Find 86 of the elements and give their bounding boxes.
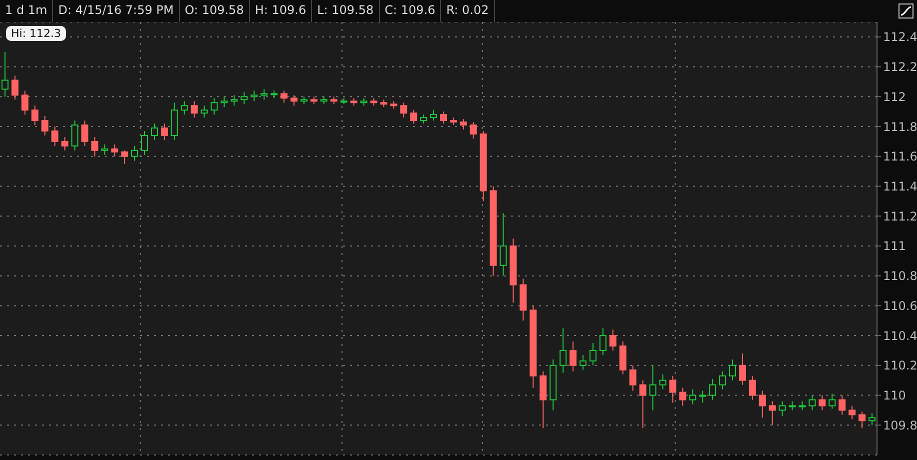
- candlestick: [91, 136, 98, 157]
- y-tick-label: 112: [883, 90, 906, 104]
- candlestick: [230, 94, 238, 106]
- candlestick: [260, 88, 268, 100]
- candlestick: [111, 144, 118, 157]
- candlestick: [131, 145, 138, 162]
- y-tick-label: 109.8: [883, 418, 917, 432]
- y-tick-label: 111: [883, 239, 906, 254]
- candlestick: [570, 341, 577, 372]
- annotation: Hi: 112.3: [6, 26, 66, 41]
- y-tick-label: 111.8: [883, 120, 917, 134]
- candlestick: [150, 123, 158, 140]
- text: R: 0.02: [441, 0, 495, 22]
- candlestick: [599, 328, 606, 356]
- candlestick: [41, 116, 48, 136]
- candlestick: [838, 394, 846, 416]
- candlestick: [808, 394, 816, 411]
- candlestick: [51, 126, 58, 146]
- candlestick: [848, 405, 856, 420]
- chart-title: 1 d 1m: [0, 0, 54, 22]
- y-tick-label: 110.2: [883, 358, 917, 373]
- candlestick: [709, 378, 716, 400]
- candlestick: [629, 364, 636, 392]
- candlestick: [280, 90, 288, 104]
- candlestick: [768, 400, 776, 426]
- candlestick: [778, 400, 786, 417]
- y-tick-label: 110.4: [883, 328, 917, 343]
- candlestick: [738, 352, 746, 386]
- candlestick: [500, 212, 507, 276]
- candlestick: [21, 90, 28, 116]
- y-tick-label: 111.2: [883, 209, 917, 224]
- candlestick: [141, 130, 148, 156]
- candlestick: [729, 358, 736, 381]
- candlestick: [679, 387, 686, 406]
- candlestick: [190, 100, 198, 118]
- y-tick-label: 112.4: [883, 30, 917, 44]
- candlestick: [589, 342, 596, 366]
- text: H: 109.6: [250, 0, 312, 22]
- candlestick: [828, 393, 836, 410]
- candlestick: [61, 136, 68, 151]
- candlestick: [240, 92, 248, 105]
- candlestick: [748, 375, 756, 400]
- candlestick: [290, 94, 298, 106]
- y-tick-label: 110.8: [883, 269, 917, 284]
- candlestick: [818, 394, 826, 411]
- candlestick: [758, 390, 766, 418]
- candlestick: [11, 75, 18, 100]
- candlestick: [639, 380, 646, 429]
- candlestick: [400, 102, 408, 118]
- candlestick: [121, 150, 128, 164]
- text: O: 109.58: [180, 0, 250, 22]
- candlestick: [101, 144, 108, 156]
- candlestick: [160, 123, 168, 140]
- candlestick: [220, 96, 228, 108]
- candlestick: [81, 120, 88, 146]
- candlestick: [858, 411, 866, 429]
- candlestick: [410, 110, 418, 124]
- candlestick: [580, 354, 587, 370]
- y-tick-label: 112.2: [883, 60, 917, 74]
- candlestick: [430, 110, 438, 122]
- candlestick: [659, 374, 666, 390]
- candlestick: [440, 111, 447, 124]
- y-tick-label: 110: [883, 388, 906, 403]
- candlestick: [619, 341, 626, 375]
- candlestick: [180, 100, 188, 116]
- candlestick: [250, 90, 258, 102]
- candlestick: [210, 98, 218, 116]
- candlestick: [540, 370, 547, 429]
- candlestick: [609, 329, 616, 351]
- text: C: 109.6: [380, 0, 442, 22]
- candlestick: [689, 388, 696, 405]
- y-tick-label: 110.6: [883, 298, 917, 313]
- candlestick: [470, 122, 477, 139]
- y-tick-label: 111.6: [883, 150, 917, 164]
- candlestick: [200, 105, 208, 118]
- candlestick: [71, 120, 78, 151]
- y-tick-label: 111.4: [883, 180, 917, 194]
- candlestick: [31, 105, 38, 126]
- candlestick: [649, 364, 656, 411]
- candlestick: [460, 118, 467, 130]
- candlestick: [719, 370, 726, 390]
- text: D: 4/15/16 7:59 PM: [53, 0, 180, 22]
- text: L: 109.58: [312, 0, 380, 22]
- candlestick: [560, 328, 567, 374]
- candlestick: [669, 375, 676, 404]
- candlestick: [699, 390, 706, 404]
